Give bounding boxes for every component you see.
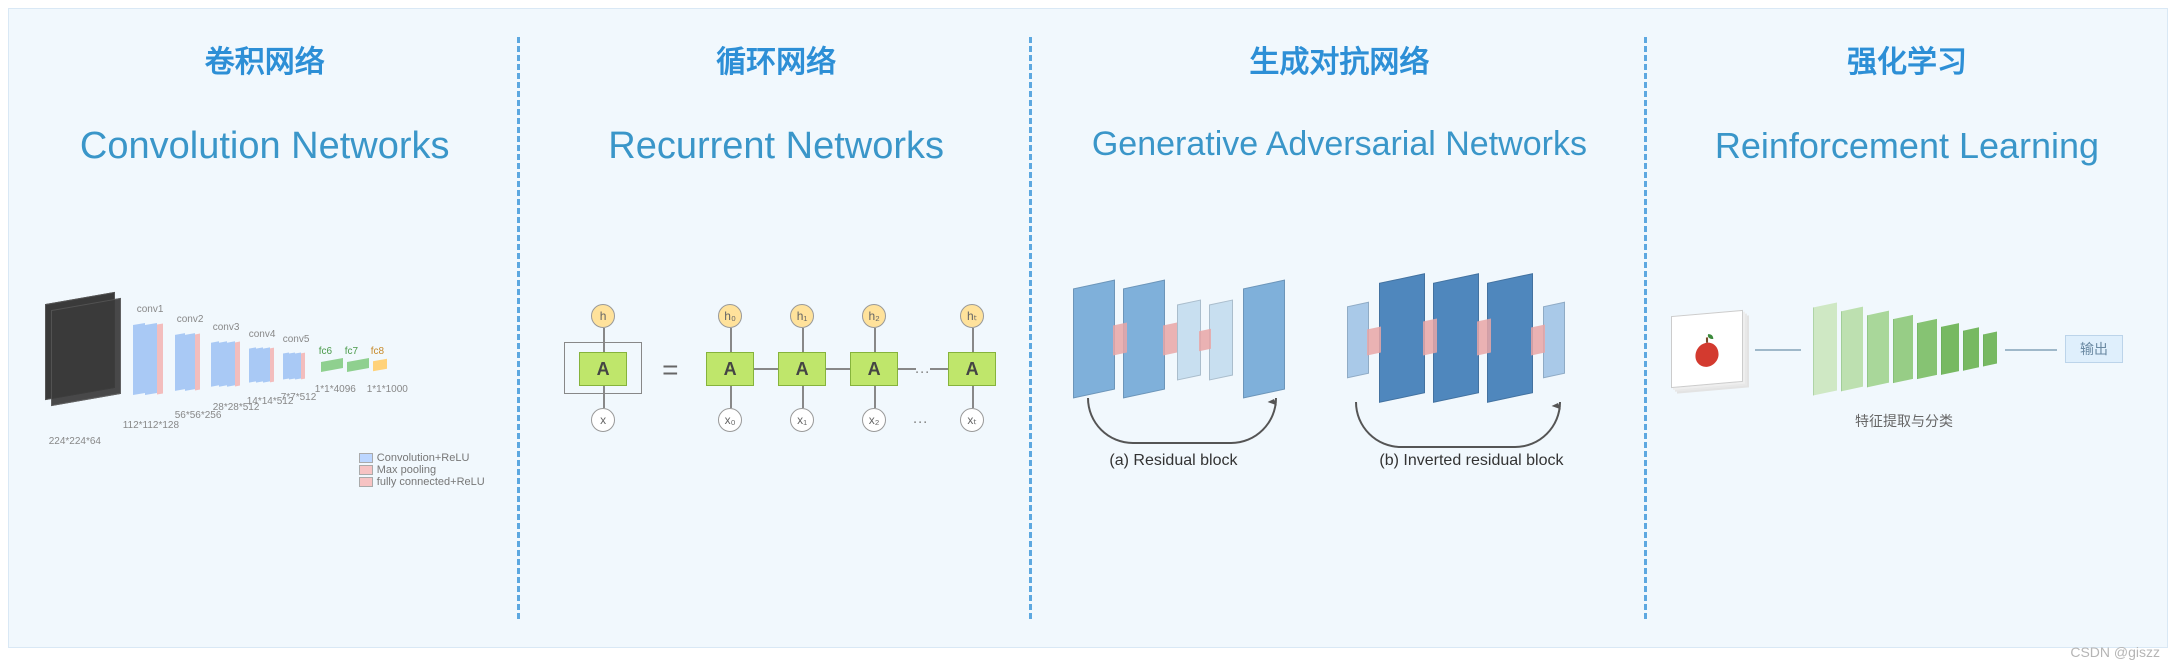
watermark: CSDN @giszz (2070, 644, 2160, 660)
gan-caption-a: (a) Residual block (1109, 452, 1237, 470)
panel-gan: 生成对抗网络 Generative Adversarial Networks (… (1032, 9, 1647, 647)
cnn-en-title: Convolution Networks (29, 125, 500, 168)
gan-cn-title: 生成对抗网络 (1052, 37, 1627, 81)
infographic-root: 卷积网络 Convolution Networks (8, 8, 2168, 648)
rnn-en-title: Recurrent Networks (540, 125, 1011, 168)
panel-rl: 强化学习 Reinforcement Learning (1647, 9, 2167, 647)
cnn-cn-title: 卷积网络 (29, 37, 500, 81)
apple-icon (1671, 310, 1743, 388)
panel-rnn: 循环网络 Recurrent Networks A h₀h x = A A A … (520, 9, 1031, 647)
rl-caption: 特征提取与分类 (1855, 411, 1953, 431)
rnn-diagram: A h₀h x = A A A A h₀ h₁ h₂ hₜ x₀ x₁ x₂ x… (540, 228, 1011, 528)
rl-diagram: 输出 特征提取与分类 (1667, 227, 2147, 527)
rl-cn-title: 强化学习 (1667, 37, 2147, 81)
cnn-diagram: conv1 conv2 conv3 conv4 conv5 fc6 fc7 fc… (29, 228, 500, 528)
gan-diagram: (a) Residual block (b) Inverted residual… (1052, 224, 1627, 524)
cnn-legend: Convolution+ReLU Max pooling fully conne… (359, 452, 485, 488)
gan-en-title: Generative Adversarial Networks (1052, 125, 1627, 164)
panel-cnn: 卷积网络 Convolution Networks (9, 9, 520, 647)
rl-en-title: Reinforcement Learning (1667, 125, 2147, 167)
rnn-cn-title: 循环网络 (540, 37, 1011, 81)
gan-caption-b: (b) Inverted residual block (1379, 452, 1563, 470)
rl-output-box: 输出 (2065, 335, 2123, 363)
